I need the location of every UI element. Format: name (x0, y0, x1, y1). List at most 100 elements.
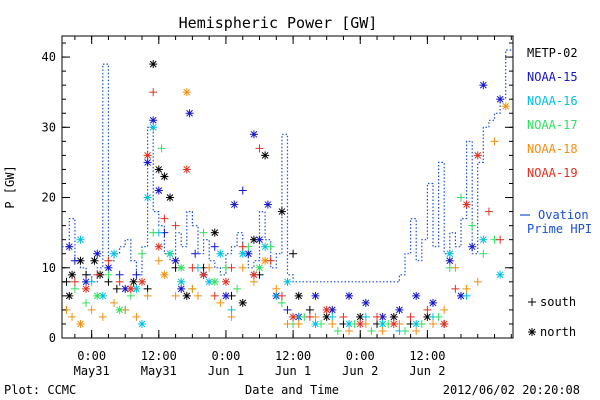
north-point (154, 165, 163, 174)
south-point (283, 319, 292, 328)
north-point (143, 151, 152, 160)
x-tick-time-label: 12:00 (409, 349, 445, 363)
north-point (76, 319, 85, 328)
north-point (82, 284, 91, 293)
south-point (126, 291, 135, 300)
north-point (68, 270, 77, 279)
north-point (76, 235, 85, 244)
footer-plot-credit: Plot: CCMC (4, 383, 76, 397)
north-point (160, 270, 169, 279)
south-point (238, 263, 247, 272)
south-point (367, 326, 376, 335)
south-point (462, 291, 471, 300)
north-point (210, 228, 219, 237)
north-point (445, 249, 454, 258)
south-point (104, 256, 113, 265)
y-tick-label: 40 (42, 50, 56, 64)
y-tick-label: 10 (42, 261, 56, 275)
south-point (283, 305, 292, 314)
north-point (160, 172, 169, 181)
north-point (261, 151, 270, 160)
north-point (143, 193, 152, 202)
south-point (93, 270, 102, 279)
north-point (132, 284, 141, 293)
south-point (138, 249, 147, 258)
south-point (233, 284, 242, 293)
y-axis-label: P [GW] (3, 165, 17, 208)
series-noaa-19 (70, 88, 505, 328)
x-axis-label: Date and Time (245, 383, 339, 397)
south-point (345, 326, 354, 335)
south-point (417, 319, 426, 328)
x-tick-date-label: May31 (141, 364, 177, 378)
north-point (238, 249, 247, 258)
north-point (221, 291, 230, 300)
north-point (345, 291, 354, 300)
south-point (149, 228, 158, 237)
south-point (98, 312, 107, 321)
north-point (294, 291, 303, 300)
south-point (70, 284, 79, 293)
south-point (272, 284, 281, 293)
x-tick-time-label: 12:00 (275, 349, 311, 363)
south-point (462, 284, 471, 293)
legend-entry: METP-02 (527, 46, 578, 60)
footer-timestamp: 2012/06/02 20:20:08 (443, 383, 580, 397)
south-point (132, 312, 141, 321)
south-point (149, 88, 158, 97)
south-point (143, 284, 152, 293)
north-point (149, 123, 158, 132)
north-point (216, 249, 225, 258)
south-point (210, 291, 219, 300)
south-point (154, 256, 163, 265)
north-point (82, 277, 91, 286)
south-point (112, 284, 121, 293)
south-point (294, 319, 303, 328)
south-point (68, 312, 77, 321)
ovation-prime-line (62, 49, 513, 283)
series-noaa-17 (70, 144, 499, 335)
north-point (356, 319, 365, 328)
north-point (221, 277, 230, 286)
x-tick-date-label: Jun 2 (342, 364, 378, 378)
series-metp-02 (62, 60, 449, 328)
x-tick-time-label: 0:00 (346, 349, 375, 363)
north-point (154, 186, 163, 195)
x-tick-time-label: 0:00 (211, 349, 240, 363)
north-point (65, 291, 74, 300)
north-point (199, 270, 208, 279)
south-point (305, 305, 314, 314)
south-point (104, 270, 113, 279)
north-point (182, 88, 191, 97)
south-point (333, 326, 342, 335)
north-point (496, 270, 505, 279)
south-point (434, 312, 443, 321)
south-point (277, 298, 286, 307)
legend-entry: NOAA-17 (527, 118, 578, 132)
south-point (188, 284, 197, 293)
south-point (188, 263, 197, 272)
south-point (121, 305, 130, 314)
north-point (126, 284, 135, 293)
south-point (238, 186, 247, 195)
south-point (328, 312, 337, 321)
south-point (87, 305, 96, 314)
south-point (361, 312, 370, 321)
north-point (479, 81, 488, 90)
north-point (361, 298, 370, 307)
north-point (110, 249, 119, 258)
x-tick-time-label: 12:00 (141, 349, 177, 363)
south-point (143, 291, 152, 300)
south-point (210, 242, 219, 251)
legend: METP-02 NOAA-15 NOAA-16 NOAA-17 NOAA-18 NOAA-… (520, 46, 592, 339)
legend-entry: NOAA-19 (527, 166, 578, 180)
south-point (339, 312, 348, 321)
north-point (149, 116, 158, 125)
south-point (496, 235, 505, 244)
north-point (182, 165, 191, 174)
north-point (311, 319, 320, 328)
legend-ovation-label-2: Prime HPI (527, 222, 592, 236)
north-point (177, 277, 186, 286)
